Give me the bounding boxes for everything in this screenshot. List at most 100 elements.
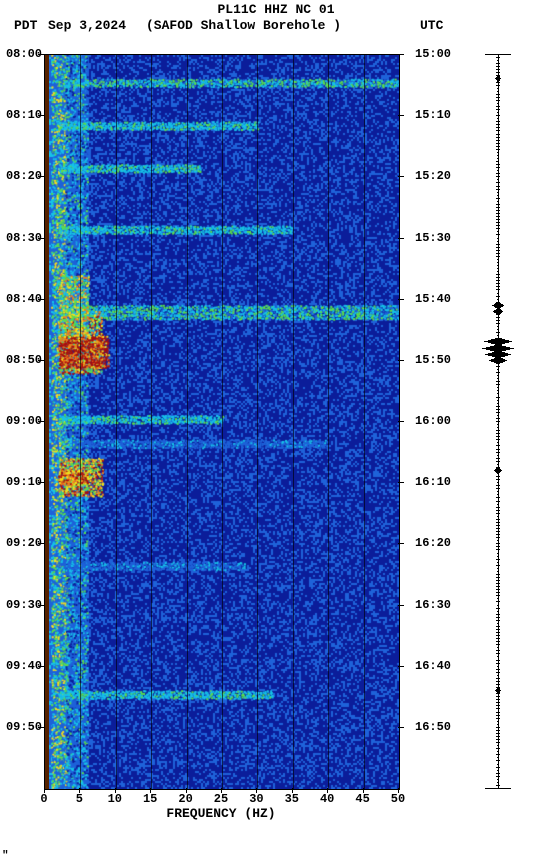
seismogram-trace bbox=[496, 592, 499, 593]
seismogram-trace bbox=[496, 718, 499, 719]
seismogram-trace bbox=[496, 283, 501, 284]
seismogram-trace bbox=[496, 525, 500, 526]
gridline bbox=[293, 55, 294, 789]
seismogram-trace bbox=[497, 464, 500, 465]
seismogram-trace bbox=[497, 562, 500, 563]
y-tickmark-right bbox=[398, 421, 404, 422]
seismogram-trace bbox=[497, 271, 499, 272]
seismogram-trace bbox=[496, 629, 500, 630]
seismogram-trace bbox=[497, 262, 500, 263]
seismogram-trace bbox=[496, 513, 501, 514]
seismogram-trace bbox=[496, 384, 499, 385]
seismogram-trace bbox=[496, 130, 501, 131]
x-tick-label: 40 bbox=[320, 792, 334, 806]
y-tickmark-right bbox=[398, 299, 404, 300]
seismogram-trace bbox=[496, 476, 501, 477]
seismogram-trace bbox=[497, 326, 500, 327]
seismogram-trace bbox=[496, 406, 500, 407]
seismogram-trace bbox=[497, 757, 499, 758]
seismogram-trace bbox=[496, 699, 499, 700]
y-tick-right: 15:30 bbox=[415, 231, 455, 245]
seismogram-trace bbox=[496, 546, 499, 547]
seismogram-trace bbox=[496, 635, 500, 636]
seismogram-trace bbox=[496, 253, 499, 254]
seismogram-trace bbox=[496, 705, 500, 706]
y-tickmark-right bbox=[398, 727, 404, 728]
seismogram-trace bbox=[497, 400, 499, 401]
seismogram-trace bbox=[497, 764, 500, 765]
seismogram-trace bbox=[496, 773, 501, 774]
y-tick-left: 09:30 bbox=[2, 598, 42, 612]
seismogram-trace bbox=[496, 127, 501, 128]
gridline bbox=[116, 55, 117, 789]
y-tickmark-left bbox=[38, 543, 44, 544]
y-tick-right: 15:00 bbox=[415, 47, 455, 61]
seismogram-trace bbox=[496, 256, 500, 257]
seismogram-trace bbox=[496, 715, 501, 716]
y-tick-left: 09:10 bbox=[2, 475, 42, 489]
seismogram-trace bbox=[496, 727, 501, 728]
seismogram-trace bbox=[496, 222, 500, 223]
seismogram-trace bbox=[497, 553, 500, 554]
x-tick-label: 35 bbox=[285, 792, 299, 806]
seismogram-trace bbox=[496, 216, 500, 217]
seismogram-trace bbox=[496, 712, 501, 713]
y-tick-left: 09:00 bbox=[2, 414, 42, 428]
seismogram-trace bbox=[496, 461, 501, 462]
seismogram-trace bbox=[496, 323, 500, 324]
seismogram-trace bbox=[497, 482, 499, 483]
seismogram-trace bbox=[497, 268, 500, 269]
seismogram-trace bbox=[496, 565, 500, 566]
seismogram-trace bbox=[497, 442, 500, 443]
seismogram-trace bbox=[497, 427, 499, 428]
seismogram-trace bbox=[496, 681, 501, 682]
seismogram-trace bbox=[496, 72, 500, 73]
x-axis-label: FREQUENCY (HZ) bbox=[0, 806, 442, 821]
seismogram-trace bbox=[496, 559, 500, 560]
seismogram-trace bbox=[496, 244, 500, 245]
seismogram-trace bbox=[496, 445, 501, 446]
gridline bbox=[328, 55, 329, 789]
seismogram-trace bbox=[496, 137, 501, 138]
y-tick-left: 08:30 bbox=[2, 231, 42, 245]
seismogram-trace bbox=[496, 57, 500, 58]
seismogram-trace bbox=[496, 198, 500, 199]
seismogram-trace bbox=[496, 189, 500, 190]
seismogram-trace bbox=[496, 614, 500, 615]
seismogram-trace bbox=[496, 143, 500, 144]
seismogram-trace bbox=[497, 611, 499, 612]
seismogram-event bbox=[497, 314, 500, 315]
seismogram-trace bbox=[497, 155, 500, 156]
y-tick-left: 09:50 bbox=[2, 720, 42, 734]
seismogram-trace bbox=[496, 696, 500, 697]
y-tickmark-right bbox=[398, 666, 404, 667]
seismogram-trace bbox=[496, 531, 499, 532]
seismogram-trace bbox=[496, 754, 501, 755]
seismogram-trace bbox=[496, 140, 501, 141]
seismogram-trace bbox=[497, 369, 499, 370]
seismogram-trace bbox=[497, 103, 500, 104]
seismogram-trace bbox=[497, 516, 500, 517]
y-tickmark-right bbox=[398, 543, 404, 544]
seismogram-trace bbox=[497, 724, 499, 725]
seismogram-trace bbox=[496, 528, 501, 529]
tz-right-label: UTC bbox=[420, 18, 443, 33]
y-tickmark-left bbox=[38, 421, 44, 422]
seismogram-trace bbox=[496, 708, 500, 709]
seismogram-trace bbox=[496, 332, 500, 333]
y-tickmark-left bbox=[38, 115, 44, 116]
y-tickmark-left bbox=[38, 299, 44, 300]
seismogram-trace bbox=[496, 286, 500, 287]
y-tickmark-right bbox=[398, 238, 404, 239]
seismogram-trace bbox=[496, 730, 500, 731]
seismogram-trace bbox=[497, 647, 499, 648]
seismogram-trace bbox=[496, 574, 501, 575]
seismogram-trace bbox=[496, 63, 500, 64]
seismogram-trace bbox=[496, 534, 500, 535]
date-label: Sep 3,2024 bbox=[48, 18, 126, 33]
seismogram-trace bbox=[496, 626, 501, 627]
seismogram-trace bbox=[497, 568, 499, 569]
seismogram-trace bbox=[497, 393, 500, 394]
seismogram-trace bbox=[497, 782, 499, 783]
x-tick-label: 25 bbox=[214, 792, 228, 806]
